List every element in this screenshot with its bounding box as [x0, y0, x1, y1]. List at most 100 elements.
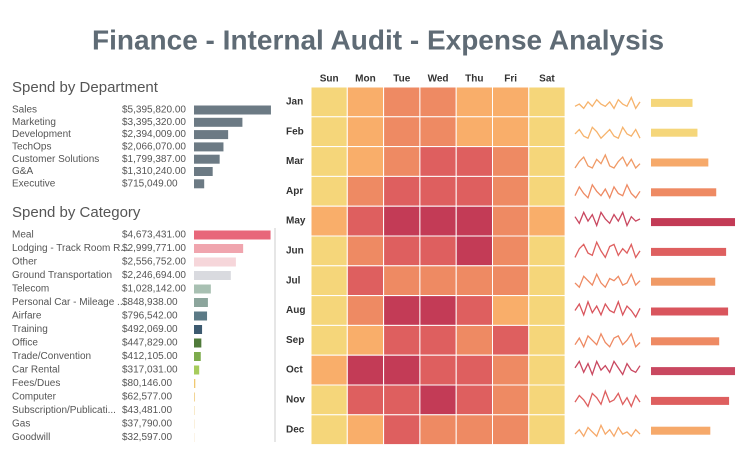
month-label: Apr — [286, 186, 303, 197]
heat-cell — [528, 205, 566, 237]
heat-cell — [419, 205, 457, 237]
value-label: $2,556,752.00 — [122, 257, 186, 268]
heat-cell — [492, 146, 530, 177]
heat-cell — [528, 414, 566, 446]
heat-cell — [419, 86, 457, 118]
category-label: Meal — [12, 230, 34, 241]
category-label: Executive — [12, 178, 56, 189]
value-label: $447,829.00 — [122, 338, 178, 349]
month-label: Mar — [286, 156, 304, 167]
value-label: $2,394,009.00 — [122, 129, 186, 140]
heat-cell — [383, 265, 421, 297]
heat-cell — [346, 175, 385, 207]
heat-cell — [419, 295, 457, 326]
heat-cell — [419, 146, 457, 177]
month-label: Dec — [286, 424, 305, 435]
sparkline — [574, 125, 641, 140]
heat-cell — [455, 86, 494, 118]
heat-cell — [492, 116, 530, 148]
heat-cell — [383, 175, 421, 207]
heat-cell — [455, 414, 494, 446]
category-label: Car Rental — [12, 365, 60, 376]
category-label: G&A — [12, 166, 33, 177]
heat-cell — [455, 175, 494, 207]
month-label: Oct — [286, 365, 303, 376]
sparkline — [574, 153, 641, 170]
value-label: $2,066,070.00 — [122, 142, 186, 153]
heat-cell — [310, 384, 348, 416]
heat-cell — [310, 146, 348, 177]
heat-cell — [492, 265, 530, 297]
bar — [194, 406, 195, 415]
month-label: Aug — [286, 305, 305, 316]
category-label: Telecom — [12, 284, 49, 295]
category-label: Airfare — [12, 311, 42, 322]
value-label: $412,105.00 — [122, 351, 178, 362]
heat-cell — [383, 414, 421, 446]
bar — [194, 230, 271, 240]
value-label: $317,031.00 — [122, 365, 178, 376]
value-label: $2,246,694.00 — [122, 270, 186, 281]
heat-cell — [310, 354, 348, 386]
heat-cell — [528, 86, 566, 118]
sparkline — [574, 183, 641, 200]
value-label: $1,310,240.00 — [122, 166, 186, 177]
bar — [194, 154, 220, 164]
bar — [194, 130, 229, 140]
month-bar — [651, 426, 711, 435]
heat-cell — [528, 265, 566, 297]
value-label: $62,577.00 — [122, 392, 172, 403]
value-label: $2,999,771.00 — [122, 243, 186, 254]
heat-cell — [419, 414, 457, 446]
bar — [194, 392, 196, 402]
sparkline — [574, 389, 641, 408]
month-bar — [651, 367, 736, 376]
sparkline — [574, 359, 641, 377]
category-label: Sales — [12, 105, 37, 116]
heat-cell — [419, 175, 457, 207]
month-label: May — [286, 216, 306, 227]
month-bar — [651, 396, 730, 405]
month-label: Sep — [286, 335, 304, 346]
heat-cell — [419, 324, 457, 356]
heat-cell — [528, 235, 566, 267]
heat-cell — [492, 384, 530, 416]
category-label: Goodwill — [12, 432, 50, 443]
sparkline — [574, 95, 641, 110]
value-label: $492,069.00 — [122, 324, 178, 335]
value-label: $5,395,820.00 — [122, 105, 186, 116]
value-label: $80,146.00 — [122, 378, 172, 389]
bar — [194, 284, 211, 294]
sparkline — [574, 240, 641, 259]
heat-cell — [419, 354, 457, 386]
category-label: Other — [12, 257, 38, 268]
value-label: $796,542.00 — [122, 311, 178, 322]
heat-cell — [528, 175, 566, 207]
month-bar — [651, 158, 709, 167]
heat-cell — [383, 86, 421, 118]
heat-cell — [310, 116, 348, 148]
month-bar — [651, 277, 716, 286]
month-bar — [651, 188, 717, 197]
heat-cell — [310, 205, 348, 237]
dashboard-title: Finance - Internal Audit - Expense Analy… — [92, 24, 664, 55]
bar — [194, 117, 243, 127]
bar — [194, 365, 200, 375]
category-label: Personal Car - Mileage ... — [12, 297, 125, 308]
heat-cell — [346, 384, 385, 416]
heat-cell — [528, 146, 566, 177]
month-bar — [651, 337, 720, 346]
heat-cell — [419, 384, 457, 416]
heat-cell — [346, 354, 385, 386]
category-label: Office — [12, 338, 38, 349]
heat-cell — [455, 205, 494, 237]
bar — [194, 379, 196, 388]
heat-cell — [528, 116, 566, 148]
category-label: Customer Solutions — [12, 154, 99, 165]
heat-cell — [492, 235, 530, 267]
value-label: $4,673,431.00 — [122, 230, 186, 241]
bar — [194, 433, 195, 442]
heat-cell — [419, 116, 457, 148]
value-label: $848,938.00 — [122, 297, 178, 308]
section-title: Spend by Category — [12, 204, 141, 221]
